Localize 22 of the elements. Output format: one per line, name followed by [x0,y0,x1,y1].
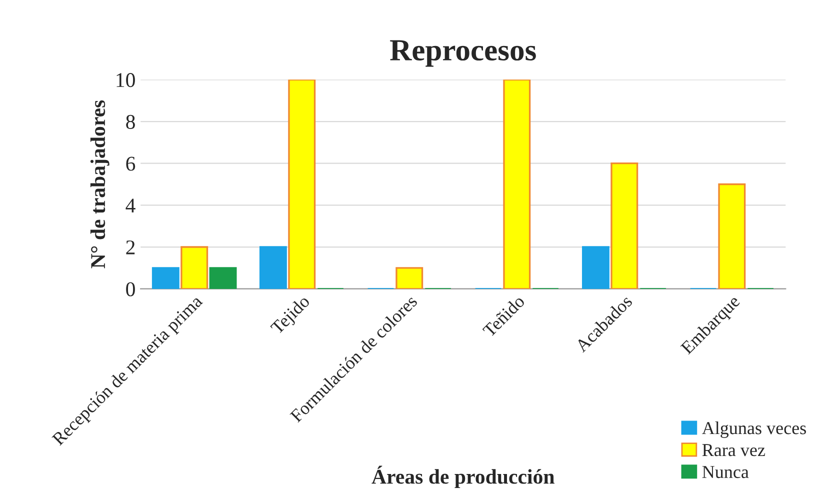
y-axis-title: N° de trabajadores [90,100,110,268]
legend-label: Rara vez [702,444,765,456]
bar [259,246,287,289]
bar [288,80,316,289]
bar [180,246,208,289]
x-axis-title: Áreas de producción [372,466,554,488]
y-tick-label: 8 [126,114,135,129]
bar [582,246,610,289]
y-tick-label: 0 [126,282,135,296]
bar [209,267,237,289]
legend-label: Nunca [702,466,749,478]
y-tick-label: 4 [126,198,136,212]
bar [503,80,531,289]
bar [718,183,746,289]
chart-title: Reprocesos [390,40,536,67]
y-tick-label: 2 [126,240,135,254]
bar [152,267,180,289]
y-tick-label: 10 [116,73,135,88]
bar [610,162,638,289]
legend-label: Algunas veces [702,422,806,438]
bar [396,267,424,289]
y-tick-label: 6 [126,156,136,171]
